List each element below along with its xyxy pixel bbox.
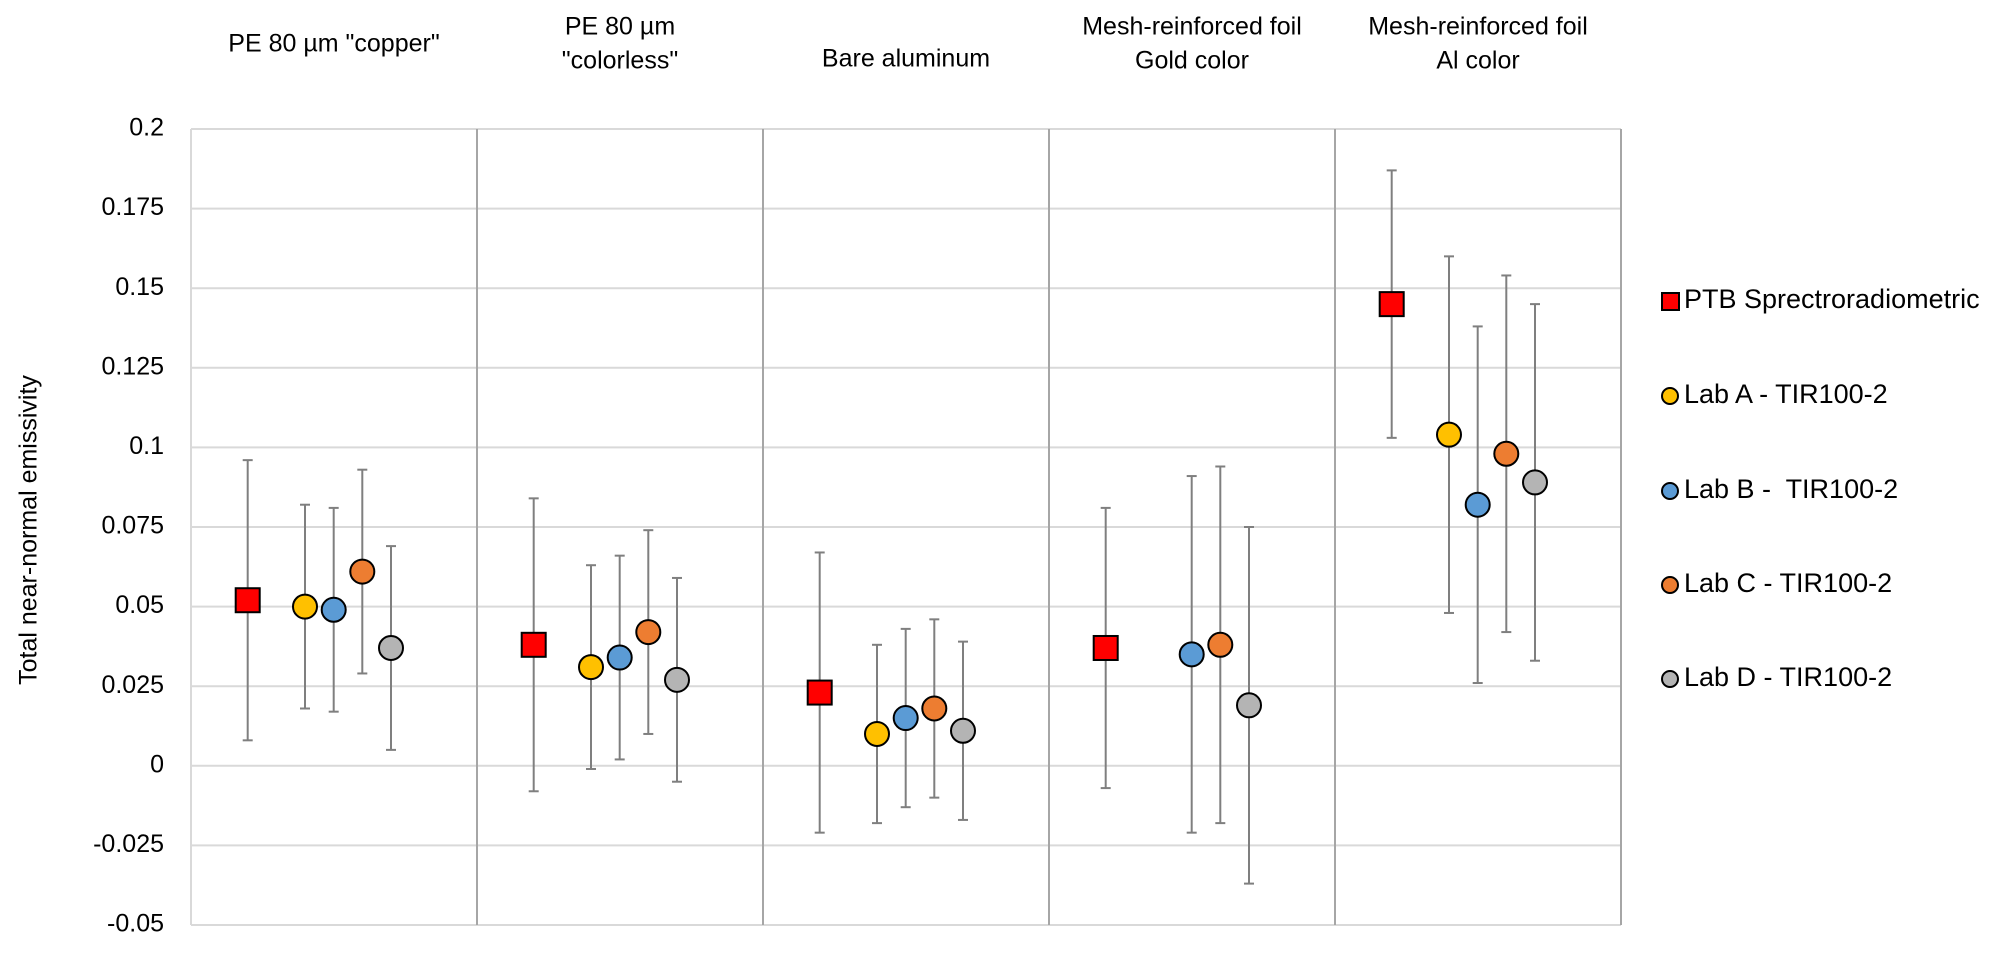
data-point-circle	[635, 619, 662, 646]
category-label: PE 80 µm "copper"	[228, 30, 439, 58]
legend-item: Lab C - TIR100-2	[1661, 568, 1892, 598]
data-point-circle	[1236, 692, 1262, 719]
category-label: Mesh-reinforced foil Gold color	[1082, 13, 1302, 75]
data-point-circle	[1464, 491, 1491, 518]
data-point-circle	[1436, 421, 1462, 448]
legend-marker-circle	[1661, 387, 1679, 405]
y-axis-ticks: -0.05 -0.025 0 0.025 0.05 0.075 0.1 0.125 0.15 0.…	[93, 114, 164, 938]
data-point-circle	[349, 558, 376, 585]
legend-label: PTB Sprectroradiometric	[1684, 284, 1980, 314]
category-label-line: Bare aluminum	[822, 45, 990, 73]
legend-label: Lab D - TIR100-2	[1684, 662, 1892, 692]
data-point-circle	[1178, 641, 1205, 668]
legend-item: Lab D - TIR100-2	[1661, 662, 1892, 692]
y-tick-label: 0.025	[101, 671, 164, 699]
data-point-circle	[664, 666, 690, 693]
data-point-circle	[892, 705, 919, 732]
category-label-line: "colorless"	[562, 47, 678, 75]
category-label-line: Mesh-reinforced foil	[1082, 13, 1302, 41]
y-tick-label: 0.075	[101, 512, 164, 540]
data-point-circle	[292, 593, 318, 620]
category-label-line: PE 80 µm	[565, 13, 675, 41]
data-point-square	[234, 587, 261, 614]
category-label: Bare aluminum	[822, 45, 990, 73]
legend-item: Lab A - TIR100-2	[1661, 379, 1888, 409]
category-dividers	[476, 129, 1622, 925]
data-point-circle	[950, 717, 976, 744]
y-tick-label: 0	[150, 750, 164, 778]
y-tick-label: 0.05	[115, 591, 164, 619]
data-point-circle	[1207, 631, 1234, 658]
y-tick-label: 0.2	[129, 114, 164, 142]
y-tick-label: 0.15	[115, 273, 164, 301]
legend-marker-circle	[1661, 482, 1679, 500]
legend-label: Lab C - TIR100-2	[1684, 568, 1892, 598]
data-point-circle	[1522, 469, 1548, 496]
y-tick-label: 0.125	[101, 352, 164, 380]
category-label-line: PE 80 µm "copper"	[228, 30, 439, 58]
y-tick-label: -0.025	[93, 830, 164, 858]
y-tick-label: 0.175	[101, 193, 164, 221]
data-markers	[234, 291, 1548, 747]
category-label-line: Al color	[1436, 47, 1519, 75]
data-point-circle	[864, 720, 890, 747]
y-tick-label: 0.1	[129, 432, 164, 460]
category-label-line: Gold color	[1135, 47, 1249, 75]
data-point-circle	[320, 596, 347, 623]
legend-item: PTB Sprectroradiometric	[1661, 284, 1980, 314]
legend-item: Lab B - TIR100-2	[1661, 474, 1898, 504]
data-point-square	[520, 631, 547, 658]
data-point-circle	[378, 634, 404, 661]
category-labels: PE 80 µm "copper" PE 80 µm "colorless" Bare…	[228, 13, 1587, 75]
data-point-circle	[1493, 440, 1520, 467]
data-point-circle	[578, 654, 604, 681]
data-point-circle	[921, 695, 948, 722]
y-axis-title: Total near-normal emissivity	[15, 375, 43, 685]
legend-marker-square	[1661, 292, 1680, 311]
legend: PTB Sprectroradiometric Lab A - TIR100-2 L…	[1661, 284, 1980, 692]
legend-label: Lab A - TIR100-2	[1684, 379, 1888, 409]
data-point-square	[806, 679, 833, 706]
legend-marker-circle	[1661, 670, 1679, 688]
legend-marker-circle	[1661, 576, 1679, 594]
category-label-line: Mesh-reinforced foil	[1368, 13, 1588, 41]
y-tick-label: -0.05	[107, 910, 164, 938]
category-label: PE 80 µm "colorless"	[562, 13, 678, 75]
legend-label: Lab B - TIR100-2	[1684, 474, 1898, 504]
data-point-square	[1378, 291, 1405, 318]
category-label: Mesh-reinforced foil Al color	[1368, 13, 1588, 75]
data-point-square	[1092, 634, 1119, 661]
data-point-circle	[606, 644, 633, 671]
gridlines	[190, 128, 1621, 926]
